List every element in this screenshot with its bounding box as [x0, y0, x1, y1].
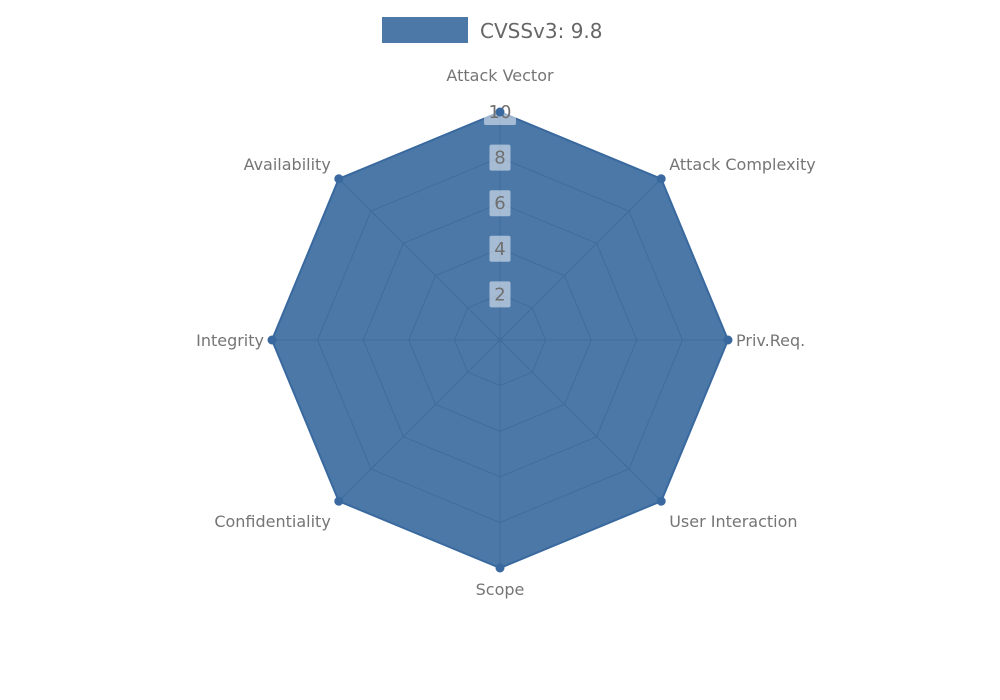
tick-label-2: 2 [494, 284, 505, 305]
legend-label[interactable]: CVSSv3: 9.8 [480, 19, 603, 43]
legend-item[interactable]: CVSSv3: 9.8 [382, 17, 603, 43]
axis-label-7: Availability [244, 155, 331, 174]
vertex-marker-0 [495, 107, 505, 117]
radar-vertex-markers [267, 107, 733, 573]
axis-label-6: Integrity [196, 331, 264, 350]
axis-label-1: Attack Complexity [669, 155, 816, 174]
vertex-marker-2 [723, 335, 733, 345]
tick-label-6: 6 [494, 193, 505, 214]
axis-label-5: Confidentiality [214, 512, 330, 531]
vertex-marker-1 [656, 174, 666, 184]
tick-box-6 [489, 190, 511, 217]
vertex-marker-5 [334, 496, 344, 506]
axis-label-4: Scope [476, 580, 525, 599]
axis-label-0: Attack Vector [446, 66, 554, 85]
tick-box-4 [489, 235, 511, 262]
axis-label-2: Priv.Req. [736, 331, 805, 350]
vertex-marker-4 [495, 563, 505, 573]
vertex-marker-7 [334, 174, 344, 184]
axis-label-3: User Interaction [669, 512, 797, 531]
tick-box-8 [489, 144, 511, 171]
vertex-marker-6 [267, 335, 277, 345]
legend-swatch[interactable] [382, 17, 468, 43]
legend: CVSSv3: 9.8 [382, 17, 603, 43]
vertex-marker-3 [656, 496, 666, 506]
tick-label-8: 8 [494, 148, 505, 169]
radar-axis-labels: Attack Vector Attack Complexity Priv.Req. U… [196, 66, 816, 599]
tick-label-4: 4 [494, 239, 505, 260]
radar-tick-labels: 246810 [484, 99, 516, 308]
tick-box-2 [489, 281, 511, 308]
